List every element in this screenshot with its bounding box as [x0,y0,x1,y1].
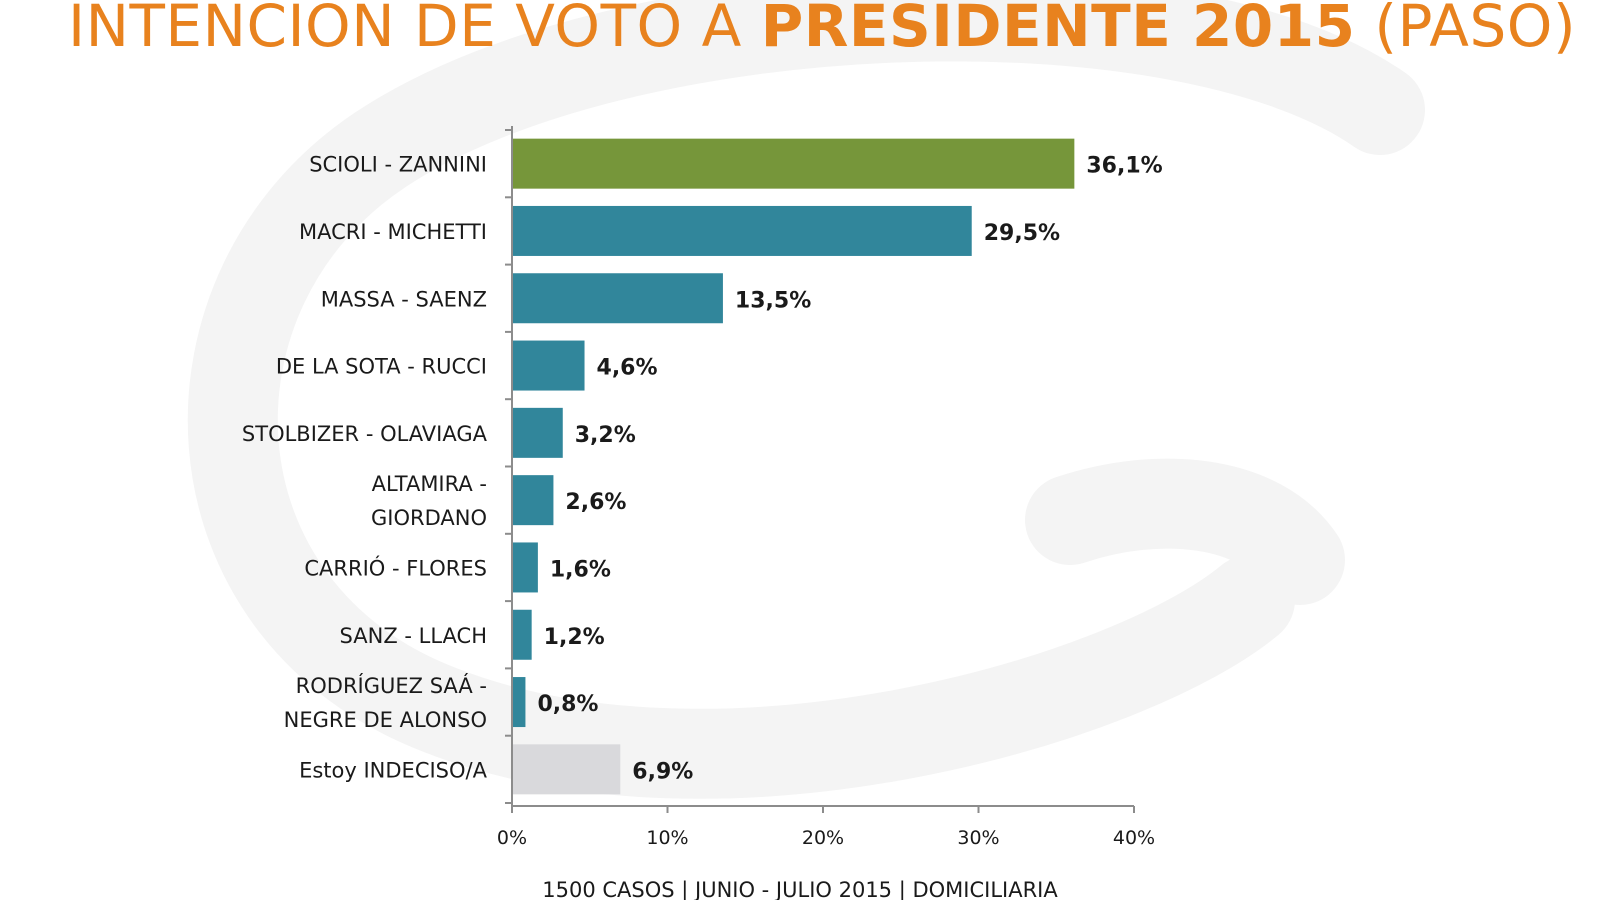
bar-sanz-llach [513,609,532,660]
bar-rodriguez-saa-negre-de-alonso [513,677,526,728]
x-tick-label-30: 30% [957,827,999,849]
bar-carrio-flores [513,542,538,593]
chart-footnote: 1500 CASOS | JUNIO - JULIO 2015 | DOMICI… [0,878,1600,900]
category-label-estoy-indeciso-a: Estoy INDECISO/A [299,758,488,782]
category-label-macri-michetti: MACRI - MICHETTI [299,220,487,244]
bar-macri-michetti [513,205,972,256]
value-label-sanz-llach: 1,2% [544,625,605,650]
bar-stolbizer-olaviaga [513,407,563,458]
value-label-rodriguez-saa-negre-de-alonso: 0,8% [537,692,598,717]
title-part-1: INTENCIÓN DE VOTO A [68,0,761,60]
category-label-de-la-sota-rucci: DE LA SOTA - RUCCI [276,355,487,379]
bar-massa-saenz [513,273,723,324]
bar-scioli-zannini [513,138,1075,189]
category-label-rodriguez-saa-negre-de-alonso-line-1: RODRÍGUEZ SAÁ - [296,673,487,698]
value-label-carrio-flores: 1,6% [550,557,611,582]
category-label-scioli-zannini: SCIOLI - ZANNINI [309,153,487,177]
value-label-macri-michetti: 29,5% [984,221,1060,246]
category-label-stolbizer-olaviaga: STOLBIZER - OLAVIAGA [242,422,488,446]
category-label-carrio-flores: CARRIÓ - FLORES [304,555,487,580]
title-part-3: (PASO) [1355,0,1577,60]
chart-title: INTENCIÓN DE VOTO A PRESIDENTE 2015 (PAS… [68,0,1576,62]
title-part-2: PRESIDENTE 2015 [760,0,1356,60]
value-label-estoy-indeciso-a: 6,9% [632,759,693,784]
value-label-stolbizer-olaviaga: 3,2% [575,423,636,448]
category-label-rodriguez-saa-negre-de-alonso-line-2: NEGRE DE ALONSO [284,708,487,732]
bar-altamira-giordano [513,475,554,526]
value-label-scioli-zannini: 36,1% [1086,154,1162,179]
x-tick-label-20: 20% [802,827,844,849]
bar-estoy-indeciso-a [513,744,621,795]
x-tick-label-10: 10% [646,827,688,849]
x-tick-label-0: 0% [497,827,527,849]
footnote-text: 1500 CASOS | JUNIO - JULIO 2015 | DOMICI… [542,878,1058,900]
value-label-massa-saenz: 13,5% [735,288,811,313]
value-label-altamira-giordano: 2,6% [565,490,626,515]
category-label-sanz-llach: SANZ - LLACH [340,624,487,648]
category-label-massa-saenz: MASSA - SAENZ [321,287,487,311]
category-label-altamira-giordano-line-1: ALTAMIRA - [372,472,487,496]
category-label-altamira-giordano-line-2: GIORDANO [371,506,487,530]
bar-de-la-sota-rucci [513,340,585,391]
value-label-de-la-sota-rucci: 4,6% [597,356,658,381]
x-tick-label-40: 40% [1113,827,1155,849]
